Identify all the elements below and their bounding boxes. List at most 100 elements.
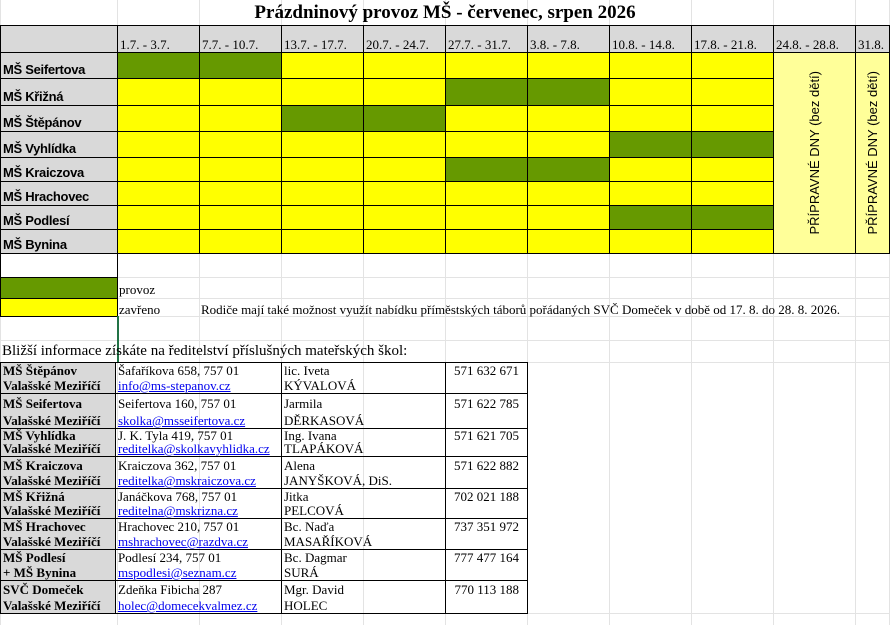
contact-phone: 777 477 164: [445, 549, 528, 581]
cell-zavreno: [527, 181, 610, 206]
cell-zavreno: [199, 157, 282, 182]
cell-provoz: [527, 157, 610, 182]
contact-phone: 702 021 188: [445, 488, 528, 519]
contact-person-line1: Ing. Ivana: [284, 427, 337, 443]
contact-phone: 571 622 785: [445, 393, 528, 429]
contact-person-line2: MASAŘÍKOVÁ: [284, 534, 373, 549]
contact-person-line2: DĚRKASOVÁ: [284, 413, 365, 428]
contact-person: lic. Iveta KÝVALOVÁ: [281, 362, 446, 394]
cell-zavreno: [609, 78, 692, 106]
week-header: 31.8.: [855, 25, 890, 53]
contact-name-line2: Valašské Meziříčí: [3, 441, 101, 456]
contact-name-line2: Valašské Meziříčí: [3, 378, 101, 393]
cell-zavreno: [363, 205, 446, 230]
cell-zavreno: [691, 78, 774, 106]
cell-zavreno: [199, 205, 282, 230]
contact-name-line2: Valašské Meziříčí: [3, 503, 101, 518]
cell-provoz: [691, 131, 774, 158]
cell-zavreno: [691, 229, 774, 254]
contact-address: Hrachovec 210, 757 01 mshrachovec@razdva.…: [115, 518, 282, 550]
school-label: MŠ Křižná: [0, 78, 118, 106]
contact-phone: 571 622 882: [445, 456, 528, 489]
contact-person-line1: Jarmila: [284, 396, 323, 411]
contact-phone: 770 113 188: [445, 580, 528, 614]
cell-provoz: [445, 157, 528, 182]
email-cell: skolka@msseifertova.cz: [118, 411, 279, 428]
gridline: [855, 0, 856, 625]
contact-name: MŠ Štěpánov Valašské Meziříčí: [0, 362, 116, 394]
contact-phone-line1: 702 021 188: [454, 488, 519, 504]
contact-person-line2: KÝVALOVÁ: [284, 378, 356, 393]
contact-address-line1: Hrachovec 210, 757 01: [118, 519, 240, 534]
cell-provoz: [609, 131, 692, 158]
email-link[interactable]: holec@domecekvalmez.cz: [118, 598, 258, 613]
contact-address-line1: Kraiczova 362, 757 01: [118, 457, 237, 473]
email-link[interactable]: reditelka@skolkavyhlidka.cz: [118, 441, 270, 456]
contact-name-line1: MŠ Křižná: [3, 488, 65, 504]
gridline: [773, 0, 774, 625]
cell-zavreno: [691, 157, 774, 182]
contact-name: MŠ Seifertova Valašské Meziříčí: [0, 393, 116, 429]
note: Rodiče mají také možnost využít nabídku …: [201, 302, 841, 317]
contact-person: Bc. Naďa MASAŘÍKOVÁ: [281, 518, 446, 550]
contact-name: SVČ Domeček Valašské Meziříčí: [0, 580, 116, 614]
email-link[interactable]: reditelna@mskrizna.cz: [118, 503, 238, 518]
contact-person-line2: HOLEC: [284, 598, 328, 613]
gridline: [0, 277, 890, 278]
cell-zavreno: [281, 157, 364, 182]
cell-zavreno: [609, 52, 692, 79]
contact-person-line1: lic. Iveta: [284, 363, 330, 378]
contact-phone-line1: 571 622 785: [454, 396, 519, 411]
selected-cell-border: [117, 316, 119, 362]
cell-zavreno: [609, 181, 692, 206]
info-heading: Bližší informace získáte na ředitelství …: [2, 343, 408, 359]
contact-person-line1: Bc. Dagmar: [284, 550, 347, 565]
contact-name-line1: MŠ Vyhlídka: [3, 427, 76, 443]
cell-zavreno: [199, 105, 282, 132]
cell-zavreno: [281, 52, 364, 79]
cell-zavreno: [691, 52, 774, 79]
contact-phone-line1: 770 113 188: [454, 582, 519, 597]
email-link[interactable]: mshrachovec@razdva.cz: [118, 534, 248, 549]
email-cell: holec@domecekvalmez.cz: [118, 597, 279, 613]
cell-zavreno: [527, 131, 610, 158]
cell-zavreno: [527, 52, 610, 79]
contact-address-line1: Seifertova 160, 757 01: [118, 396, 237, 411]
legend-provoz-swatch: [0, 277, 118, 299]
contact-person: Bc. Dagmar SURÁ: [281, 549, 446, 581]
contact-person: Jitka PELCOVÁ: [281, 488, 446, 519]
contact-name-line1: MŠ Štěpánov: [3, 363, 78, 378]
contact-name-line2: Valašské Meziříčí: [3, 413, 101, 428]
contact-name-line2: Valašské Meziříčí: [3, 473, 101, 488]
contact-person-line2: PELCOVÁ: [284, 503, 344, 518]
contact-address-line1: J. K. Tyla 419, 757 01: [118, 427, 234, 443]
email-link[interactable]: mspodlesi@seznam.cz: [118, 565, 237, 580]
contact-name: MŠ Křižná Valašské Meziříčí: [0, 488, 116, 519]
week-header: 27.7. - 31.7.: [445, 25, 528, 53]
contact-phone-line1: 571 621 705: [454, 427, 519, 443]
cell-zavreno: [117, 229, 200, 254]
contact-address-line1: Podlesí 234, 757 01: [118, 550, 222, 565]
cell-zavreno: [281, 205, 364, 230]
contact-address: Janáčkova 768, 757 01 reditelna@mskrizna.…: [115, 488, 282, 519]
week-header: 1.7. - 3.7.: [117, 25, 200, 53]
contact-phone-line1: 571 632 671: [454, 363, 519, 378]
contact-person-line2: JANYŠKOVÁ, DiS.: [284, 473, 392, 488]
email-cell: info@ms-stepanov.cz: [118, 378, 279, 393]
cell-zavreno: [281, 229, 364, 254]
email-link[interactable]: info@ms-stepanov.cz: [118, 378, 231, 393]
email-link[interactable]: reditelka@mskraiczova.cz: [118, 473, 256, 488]
cell-zavreno: [445, 52, 528, 79]
email-link[interactable]: skolka@msseifertova.cz: [118, 413, 246, 428]
contact-person: Alena JANYŠKOVÁ, DiS.: [281, 456, 446, 489]
contact-address-line1: Janáčkova 768, 757 01: [118, 488, 238, 504]
gridline: [0, 340, 890, 341]
header-corner: [0, 25, 118, 53]
week-header: 24.8. - 28.8.: [773, 25, 856, 53]
legend-zavreno-label: zavřeno: [119, 302, 161, 317]
contact-person-line1: Jitka: [284, 488, 309, 504]
cell-zavreno: [199, 78, 282, 106]
contact-name-line1: MŠ Hrachovec: [3, 519, 86, 534]
cell-zavreno: [363, 229, 446, 254]
week-header: 13.7. - 17.7.: [281, 25, 364, 53]
